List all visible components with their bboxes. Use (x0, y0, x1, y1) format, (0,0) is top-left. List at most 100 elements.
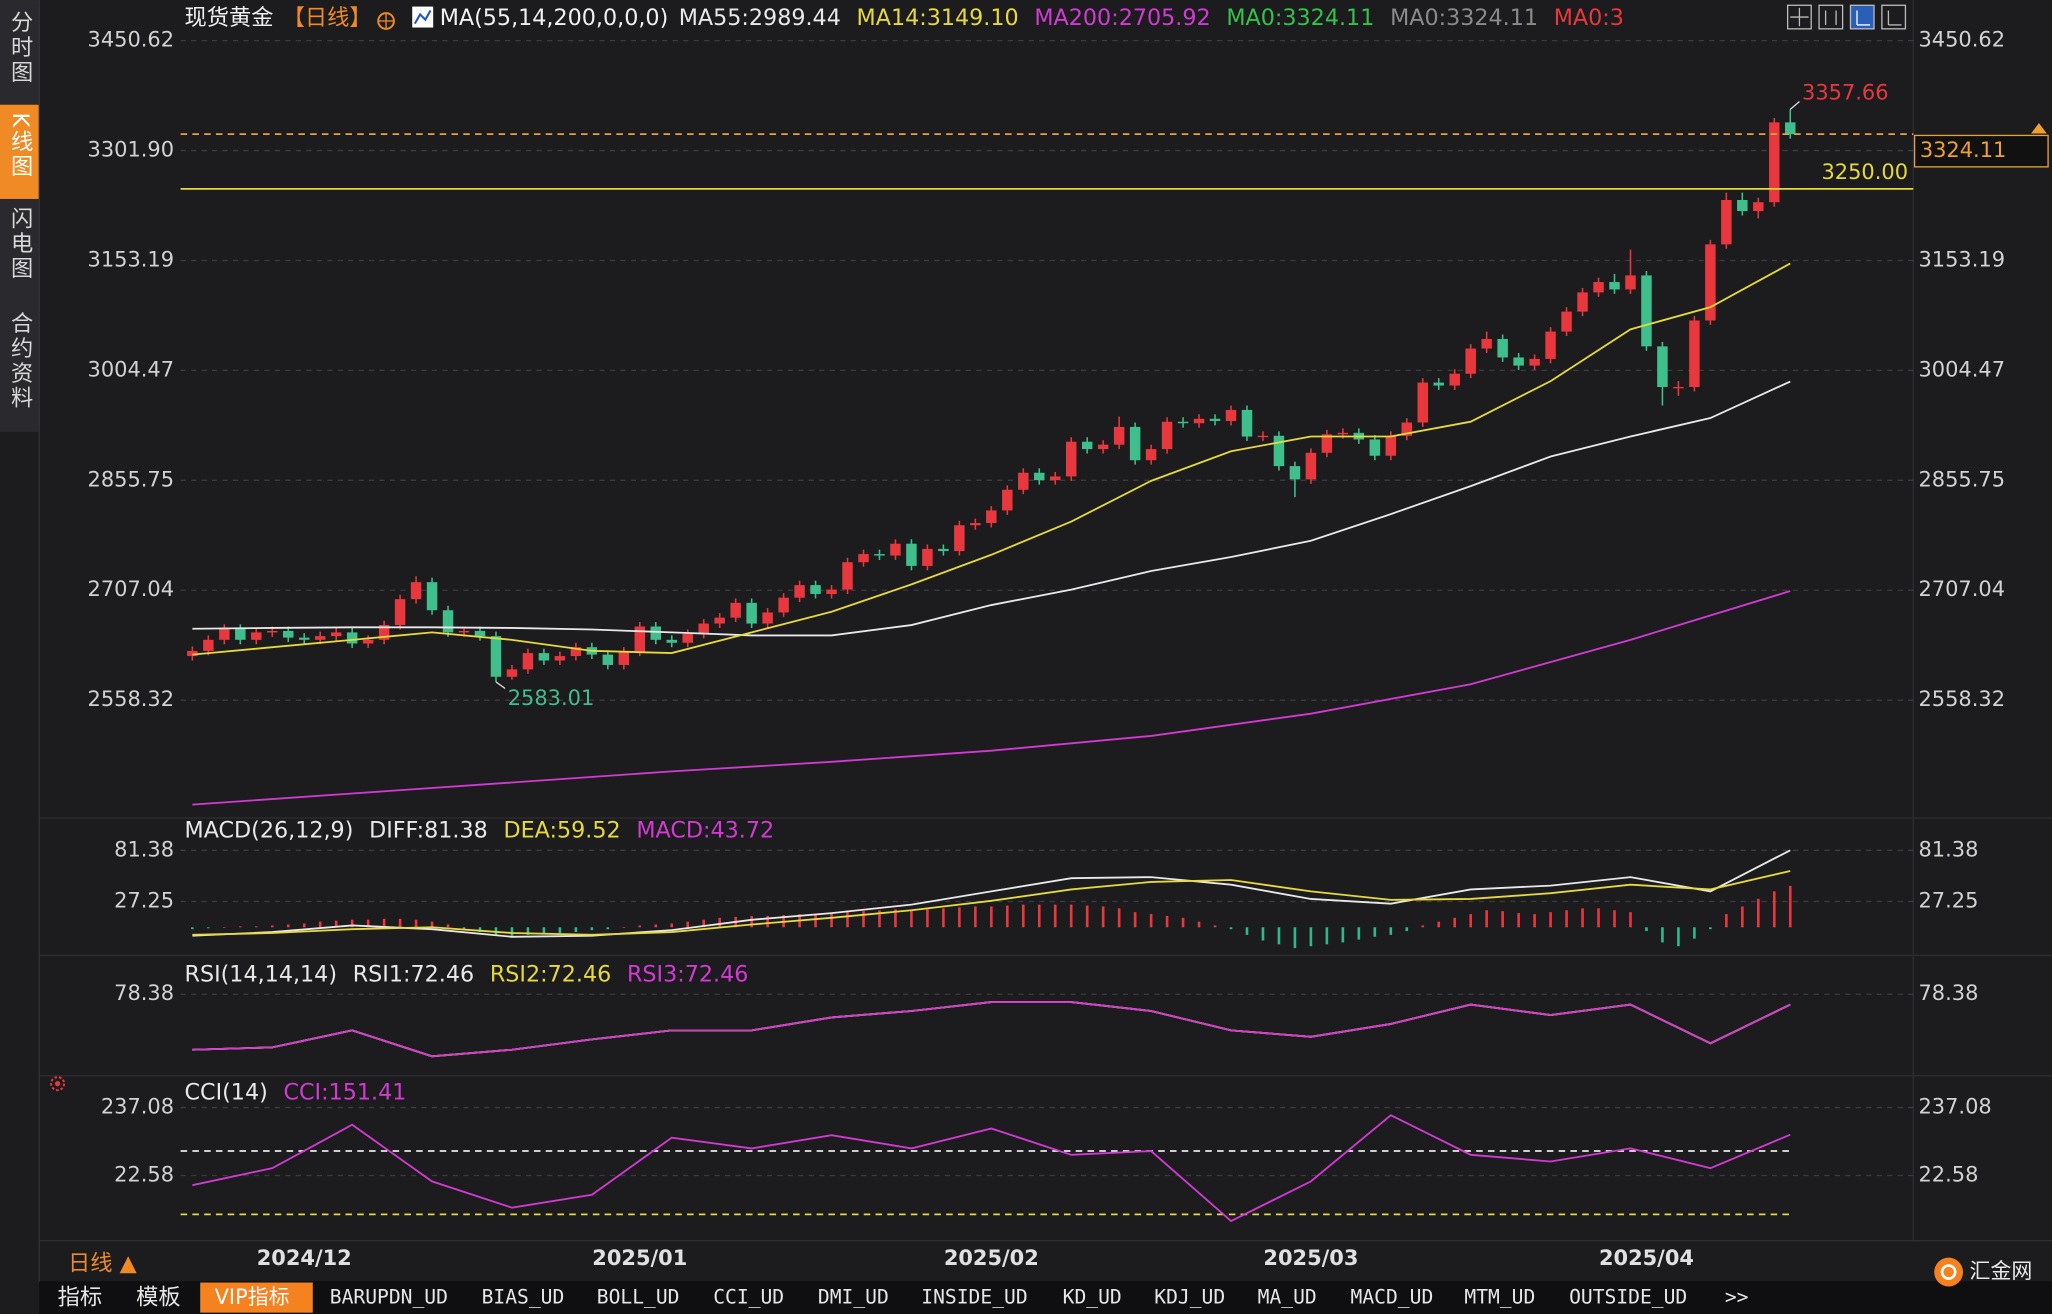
sidebar-tab[interactable]: 分时图 (7, 10, 33, 85)
histogram-bar (1501, 911, 1504, 928)
candle-body (1161, 421, 1173, 450)
toolbar-item[interactable]: MACD_UD (1351, 1286, 1434, 1309)
candle-body (906, 543, 917, 566)
toolbar-item[interactable]: INSIDE_UD (921, 1286, 1027, 1309)
candle-body (618, 651, 630, 665)
sidebar-tab[interactable]: 闪电图 (7, 206, 33, 281)
candle-body (1385, 435, 1397, 456)
histogram-bar (926, 909, 929, 928)
toolbar-item[interactable]: OUTSIDE_UD (1569, 1286, 1687, 1309)
add-icon[interactable] (377, 12, 395, 30)
x-tick-label: 2025/02 (944, 1246, 1039, 1270)
histogram-bar (590, 927, 594, 931)
legend-entry: MA0:3324.11 (1226, 5, 1374, 31)
candle-body (1337, 432, 1349, 435)
candle-body (842, 562, 853, 590)
panel-title: CCI(14) (185, 1079, 268, 1105)
toolbar-item[interactable]: DMI_UD (818, 1286, 889, 1309)
histogram-bar (1421, 925, 1425, 928)
candle-body (666, 639, 677, 643)
candle-body (490, 636, 502, 677)
candle-body (251, 632, 262, 640)
histogram-bar (1756, 898, 1760, 928)
candle-body (682, 633, 693, 643)
histogram-bar (398, 918, 402, 928)
series-line (192, 870, 1791, 936)
sidebar (0, 0, 40, 432)
toolbar-item[interactable]: 模板 (136, 1285, 180, 1311)
histogram-bar (1437, 921, 1441, 928)
histogram-bar (1453, 917, 1457, 928)
legend-entry: MA200:2705.92 (1034, 5, 1210, 31)
sidebar-tab[interactable]: 合约资料 (7, 311, 33, 411)
candle-body (698, 623, 709, 634)
toolbar-item[interactable]: KD_UD (1063, 1286, 1122, 1309)
toolbar-item[interactable]: >> (1725, 1286, 1749, 1309)
histogram-bar (270, 925, 274, 928)
toolbar-item[interactable]: VIP指标 (215, 1285, 290, 1309)
candle-body (602, 654, 614, 665)
histogram-bar (1245, 927, 1249, 935)
candle-body (986, 510, 997, 524)
toolbar-item[interactable]: CCI_UD (713, 1286, 784, 1309)
candle-body (1241, 409, 1253, 437)
ma-params: MA(55,14,200,0,0,0) (440, 5, 669, 31)
y-tick-label-right: 3450.62 (1919, 28, 2006, 52)
histogram-bar (1069, 904, 1073, 928)
histogram-bar (1485, 910, 1488, 928)
toolbar-item[interactable]: BARUPDN_UD (330, 1286, 448, 1309)
histogram-bar (191, 927, 194, 930)
candle-body (570, 647, 582, 657)
line-label: 3250.00 (1822, 160, 1909, 184)
candle-body (1673, 387, 1684, 389)
toolbar-item[interactable]: BOLL_UD (597, 1286, 680, 1309)
candle-body (378, 625, 390, 640)
histogram-bar (1661, 927, 1664, 943)
candle-body (458, 630, 470, 633)
histogram-bar (766, 915, 769, 928)
candle-body (1497, 338, 1508, 358)
toolbar-item[interactable]: BIAS_UD (482, 1286, 565, 1309)
toolbar (39, 1281, 2052, 1314)
period-switch[interactable]: 日线 ▲ (68, 1251, 138, 1277)
toolbar-item[interactable]: MTM_UD (1464, 1286, 1535, 1309)
y-tick-label: 27.25 (114, 889, 174, 913)
histogram-bar (1469, 914, 1472, 928)
candle-body (1785, 122, 1796, 135)
candle-body (1721, 199, 1732, 245)
candle-body (1593, 282, 1604, 293)
toolbar-icons[interactable] (1786, 4, 1907, 30)
legend-entry: DEA:59.52 (503, 818, 620, 844)
histogram-bar (1741, 906, 1744, 928)
y-tick-label-right: 81.38 (1919, 837, 1979, 861)
histogram-bar (1677, 927, 1680, 947)
candle-body (1641, 275, 1652, 347)
histogram-bar (1357, 927, 1361, 940)
toolbar-item[interactable]: MA_UD (1258, 1286, 1317, 1309)
histogram-bar (974, 906, 977, 928)
histogram-bar (750, 915, 753, 928)
y-tick-label-right: 2855.75 (1919, 467, 2006, 491)
histogram-bar (207, 927, 210, 929)
histogram-bar (1309, 927, 1313, 947)
histogram-bar (462, 927, 466, 930)
legend-entry: RSI1:72.46 (353, 962, 474, 988)
toolbar-item[interactable]: 指标 (58, 1285, 102, 1311)
histogram-bar (526, 927, 530, 935)
histogram-bar (1341, 927, 1345, 943)
symbol: 现货黄金 (185, 5, 274, 31)
candle-body (1209, 418, 1221, 422)
series-line (192, 1114, 1791, 1223)
indicator-icon[interactable] (412, 6, 434, 28)
candle-body (1737, 199, 1748, 212)
histogram-bar (1325, 927, 1329, 945)
histogram-bar (718, 917, 721, 928)
toolbar-item[interactable]: KDJ_UD (1154, 1286, 1225, 1309)
candle-body (1513, 357, 1524, 366)
candle-body (1689, 320, 1700, 388)
price-box-label: 3324.11 (1920, 138, 2007, 162)
candle-body (1481, 338, 1492, 349)
sidebar-tab[interactable]: K线图 (7, 113, 33, 180)
histogram-bar (302, 923, 306, 928)
histogram-bar (1085, 905, 1089, 928)
